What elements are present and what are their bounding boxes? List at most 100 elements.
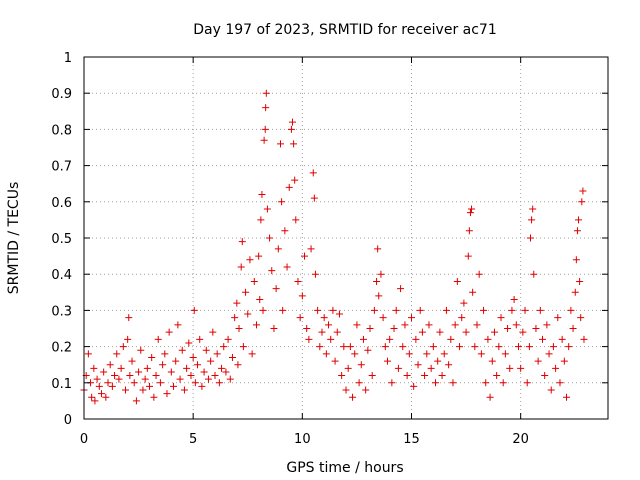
data-point [291, 176, 299, 184]
data-point [449, 379, 457, 387]
data-point [233, 299, 241, 307]
data-point [311, 270, 319, 278]
data-point [303, 325, 311, 332]
y-tick-label: 0 [64, 413, 72, 428]
data-point [576, 277, 584, 285]
data-point [287, 125, 295, 133]
data-point [248, 350, 256, 358]
data-point [567, 306, 575, 314]
data-point [281, 227, 289, 235]
data-point [213, 350, 221, 358]
data-point [475, 270, 483, 278]
data-point [235, 325, 243, 332]
data-point [517, 364, 525, 372]
data-point [359, 335, 367, 343]
data-point [370, 306, 378, 314]
data-point [357, 361, 365, 369]
data-point [572, 256, 580, 264]
y-axis-label: SRMTID / TECUs [6, 182, 22, 295]
data-point [268, 267, 276, 275]
data-point [84, 350, 92, 358]
data-point [471, 343, 479, 351]
data-point [497, 314, 505, 322]
data-point [106, 361, 114, 369]
chart-title: Day 197 of 2023, SRMTID for receiver ac7… [193, 22, 497, 38]
data-point [309, 169, 317, 177]
data-point [279, 306, 287, 314]
data-point [325, 321, 333, 329]
data-point [178, 346, 186, 354]
data-point [510, 296, 518, 304]
data-point [165, 328, 173, 336]
data-point [159, 361, 167, 369]
data-point [196, 335, 204, 343]
data-point [575, 216, 583, 224]
y-tick-label: 0.9 [51, 87, 72, 102]
data-point [408, 314, 415, 322]
data-point [512, 321, 520, 329]
data-point [185, 339, 193, 347]
data-point [362, 386, 370, 394]
data-point [499, 379, 507, 387]
data-point [488, 357, 496, 365]
data-point [416, 306, 424, 314]
data-point [469, 288, 477, 296]
x-tick-label: 10 [294, 432, 311, 447]
data-point [228, 353, 236, 361]
data-point [434, 357, 442, 365]
data-point [117, 364, 125, 372]
data-point [545, 350, 553, 358]
data-point [462, 328, 470, 336]
data-point [549, 343, 557, 351]
data-point [388, 379, 396, 387]
data-point [386, 335, 394, 343]
data-point [154, 335, 162, 343]
data-point [132, 397, 140, 405]
data-point [530, 270, 538, 278]
data-point [141, 375, 149, 383]
data-point [554, 314, 562, 322]
data-point [255, 252, 263, 260]
data-point [366, 325, 374, 332]
data-point [274, 245, 282, 253]
data-point [119, 343, 127, 351]
data-point [222, 368, 230, 376]
data-point [401, 321, 409, 329]
y-tick-label: 0.4 [51, 268, 72, 283]
data-point [88, 393, 96, 401]
data-point [161, 350, 169, 358]
x-tick-label: 5 [189, 432, 197, 447]
data-point [113, 350, 121, 358]
data-point [390, 325, 398, 332]
data-point [412, 335, 420, 343]
data-point [124, 335, 132, 343]
y-tick-label: 0.5 [51, 232, 72, 247]
data-point [102, 393, 110, 401]
data-point [414, 361, 422, 369]
data-point [547, 386, 555, 394]
data-point [190, 306, 198, 314]
data-point [346, 343, 354, 351]
data-point [256, 296, 264, 304]
data-point [477, 350, 485, 358]
data-point [202, 346, 210, 354]
data-point [377, 270, 385, 278]
data-point [318, 328, 326, 336]
data-point [484, 335, 492, 343]
data-point [272, 285, 280, 293]
data-point [525, 343, 533, 351]
data-point [410, 382, 418, 390]
data-point [277, 140, 284, 148]
data-point [349, 393, 357, 401]
data-point [285, 183, 293, 191]
data-point [573, 227, 581, 235]
data-point [514, 343, 522, 351]
data-point [558, 335, 566, 343]
data-point [397, 285, 405, 293]
x-tick-label: 15 [403, 432, 420, 447]
data-point [480, 306, 488, 314]
data-point [95, 382, 103, 390]
data-point [403, 372, 411, 380]
data-point [97, 390, 105, 398]
data-point [198, 382, 206, 390]
